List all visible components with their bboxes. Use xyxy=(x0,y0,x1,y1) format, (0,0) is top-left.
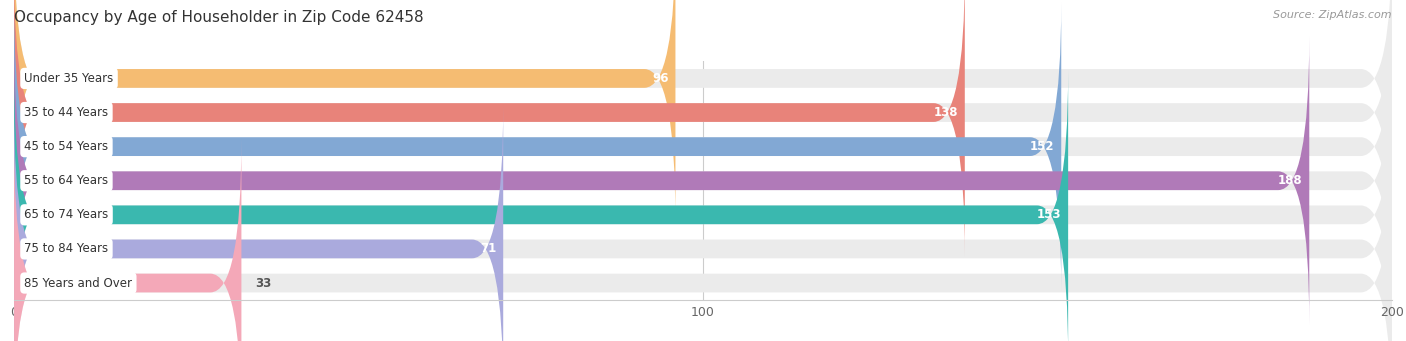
FancyBboxPatch shape xyxy=(14,71,1069,341)
Text: 65 to 74 Years: 65 to 74 Years xyxy=(24,208,108,221)
FancyBboxPatch shape xyxy=(14,37,1309,325)
Text: Under 35 Years: Under 35 Years xyxy=(24,72,114,85)
Text: 153: 153 xyxy=(1036,208,1062,221)
FancyBboxPatch shape xyxy=(14,139,242,341)
FancyBboxPatch shape xyxy=(14,71,1392,341)
Text: Occupancy by Age of Householder in Zip Code 62458: Occupancy by Age of Householder in Zip C… xyxy=(14,10,423,25)
FancyBboxPatch shape xyxy=(14,0,675,223)
Text: 152: 152 xyxy=(1029,140,1054,153)
FancyBboxPatch shape xyxy=(14,105,1392,341)
FancyBboxPatch shape xyxy=(14,0,965,257)
FancyBboxPatch shape xyxy=(14,0,1392,223)
FancyBboxPatch shape xyxy=(14,105,503,341)
Text: 55 to 64 Years: 55 to 64 Years xyxy=(24,174,108,187)
Text: 188: 188 xyxy=(1278,174,1302,187)
FancyBboxPatch shape xyxy=(14,37,1392,325)
Text: 33: 33 xyxy=(256,277,271,290)
Text: 71: 71 xyxy=(479,242,496,255)
Text: 35 to 44 Years: 35 to 44 Years xyxy=(24,106,108,119)
Text: 75 to 84 Years: 75 to 84 Years xyxy=(24,242,108,255)
FancyBboxPatch shape xyxy=(14,3,1392,291)
Text: 45 to 54 Years: 45 to 54 Years xyxy=(24,140,108,153)
Text: 96: 96 xyxy=(652,72,669,85)
FancyBboxPatch shape xyxy=(14,3,1062,291)
Text: Source: ZipAtlas.com: Source: ZipAtlas.com xyxy=(1274,10,1392,20)
Text: 85 Years and Over: 85 Years and Over xyxy=(24,277,132,290)
FancyBboxPatch shape xyxy=(14,139,1392,341)
FancyBboxPatch shape xyxy=(14,0,1392,257)
Text: 138: 138 xyxy=(934,106,957,119)
